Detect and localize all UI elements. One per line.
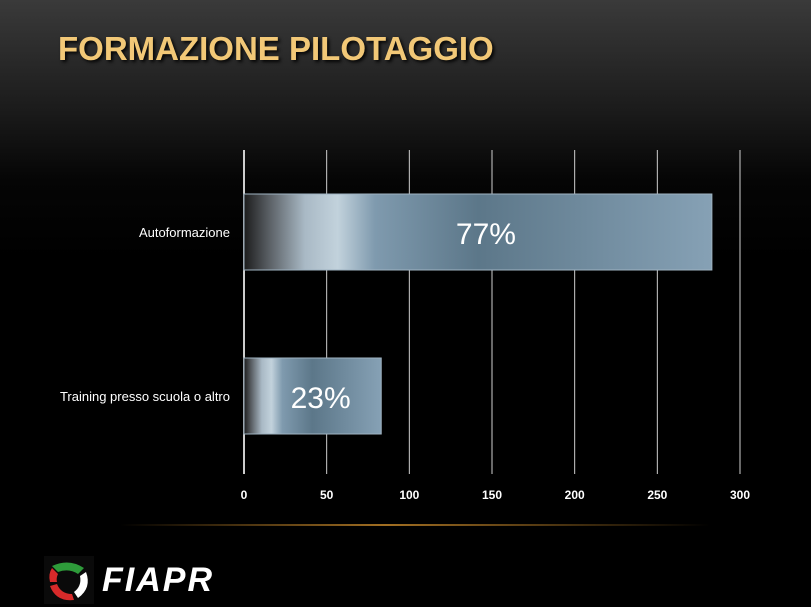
slide-title: FORMAZIONE PILOTAGGIO xyxy=(58,30,494,67)
divider-glow xyxy=(120,524,710,526)
bar-2 xyxy=(243,357,382,435)
fiapr-logo: FIAPR xyxy=(44,556,244,604)
fiapr-logo-text: FIAPR xyxy=(102,561,214,599)
bars xyxy=(243,193,713,435)
y-category-label: Autoformazione xyxy=(139,225,230,240)
fiapr-logo-icon xyxy=(44,556,94,604)
x-tick-label: 50 xyxy=(320,488,334,502)
x-tick-label: 0 xyxy=(241,488,248,502)
data-label: 77% xyxy=(456,218,516,251)
bar-1 xyxy=(243,193,713,271)
x-tick-label: 150 xyxy=(482,488,502,502)
x-tick-label: 200 xyxy=(565,488,585,502)
labels: 0 50 100 150 200 250 300 Autoformazione 77% Train… xyxy=(60,218,750,502)
data-label: 23% xyxy=(291,382,351,415)
x-tick-label: 100 xyxy=(399,488,419,502)
bar-chart: 0 50 100 150 200 250 300 Autoformazione 77% Train… xyxy=(60,150,750,502)
x-tick-label: 250 xyxy=(647,488,667,502)
y-category-label: Training presso scuola o altro xyxy=(60,389,230,404)
x-tick-label: 300 xyxy=(730,488,750,502)
